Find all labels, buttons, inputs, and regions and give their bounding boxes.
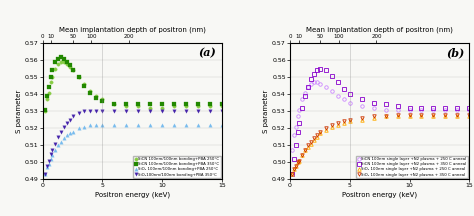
- X-axis label: Mean implantation depth of positron (nm): Mean implantation depth of positron (nm): [59, 26, 206, 33]
- Y-axis label: S parameter: S parameter: [263, 90, 269, 133]
- Text: (a): (a): [199, 47, 216, 58]
- Legend: SiCN 100nm/100nm bonding+PBA 250°C, SiCN 100nm/100nm bonding+PBA 350°C, SiO₂ 100: SiCN 100nm/100nm bonding+PBA 250°C, SiCN…: [133, 156, 221, 178]
- Text: (b): (b): [446, 47, 464, 58]
- X-axis label: Mean implantation depth of positron (nm): Mean implantation depth of positron (nm): [306, 26, 453, 33]
- Legend: SiCN 100nm single layer +N2 plasma + 250 C anneal, SiCN 100nm single layer +N2 p: SiCN 100nm single layer +N2 plasma + 250…: [356, 156, 468, 178]
- X-axis label: Positron energy (keV): Positron energy (keV): [342, 191, 417, 198]
- Y-axis label: S parameter: S parameter: [16, 90, 22, 133]
- X-axis label: Positron energy (keV): Positron energy (keV): [95, 191, 170, 198]
